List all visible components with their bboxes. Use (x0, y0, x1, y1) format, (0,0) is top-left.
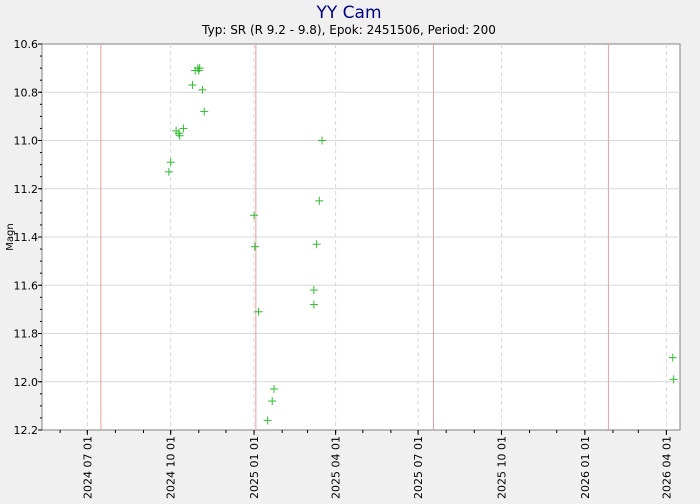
x-tick-label: 2025 07 01 (412, 436, 425, 499)
y-tick-label: 12.2 (14, 424, 39, 437)
data-points (164, 64, 678, 425)
data-point (318, 136, 327, 145)
data-point (315, 196, 324, 205)
data-point (195, 64, 204, 73)
x-tick-label: 2024 10 01 (165, 436, 178, 499)
data-point (175, 131, 184, 140)
data-point (309, 300, 318, 309)
maxima-lines (100, 44, 609, 430)
x-tick-label: 2026 04 01 (660, 436, 673, 499)
y-axis-label: Magn (5, 223, 16, 250)
data-point (188, 81, 197, 90)
y-tick-label: 10.6 (14, 38, 39, 51)
x-tick-label: 2026 01 01 (579, 436, 592, 499)
y-tick-label: 11.4 (14, 231, 39, 244)
data-point (263, 416, 272, 425)
chart-title: YY Cam (315, 3, 381, 23)
y-tick-label: 11.6 (14, 279, 39, 292)
chart-subtitle: Typ: SR (R 9.2 - 9.8), Epok: 2451506, Pe… (201, 23, 496, 37)
x-tick-label: 2025 04 01 (330, 436, 343, 499)
data-point (200, 107, 209, 116)
data-point (309, 286, 318, 295)
y-tick-label: 11.0 (14, 135, 39, 148)
data-point (250, 242, 259, 251)
data-point (268, 397, 277, 406)
data-point (179, 124, 188, 133)
grid-lines (42, 44, 680, 430)
x-axis-ticks: 2024 07 01 2024 10 01 2025 01 01 2025 04 01… (59, 430, 673, 499)
data-point (198, 85, 207, 94)
y-tick-label: 11.8 (14, 328, 39, 341)
data-point (164, 167, 173, 176)
data-point (669, 375, 678, 384)
y-axis-ticks: 10.6 10.8 11.0 11.2 11.4 11.6 11.8 12.0 12.2 (14, 38, 42, 437)
x-tick-label: 2024 07 01 (81, 436, 94, 499)
data-point (250, 211, 259, 220)
data-point (254, 307, 263, 316)
data-point (166, 158, 175, 167)
y-tick-label: 12.0 (14, 376, 39, 389)
y-tick-label: 11.2 (14, 183, 39, 196)
y-tick-label: 10.8 (14, 86, 39, 99)
data-point (270, 384, 278, 393)
x-tick-label: 2025 10 01 (495, 436, 508, 499)
x-tick-label: 2025 01 01 (248, 436, 261, 499)
data-point (668, 353, 677, 362)
data-point (312, 240, 321, 249)
